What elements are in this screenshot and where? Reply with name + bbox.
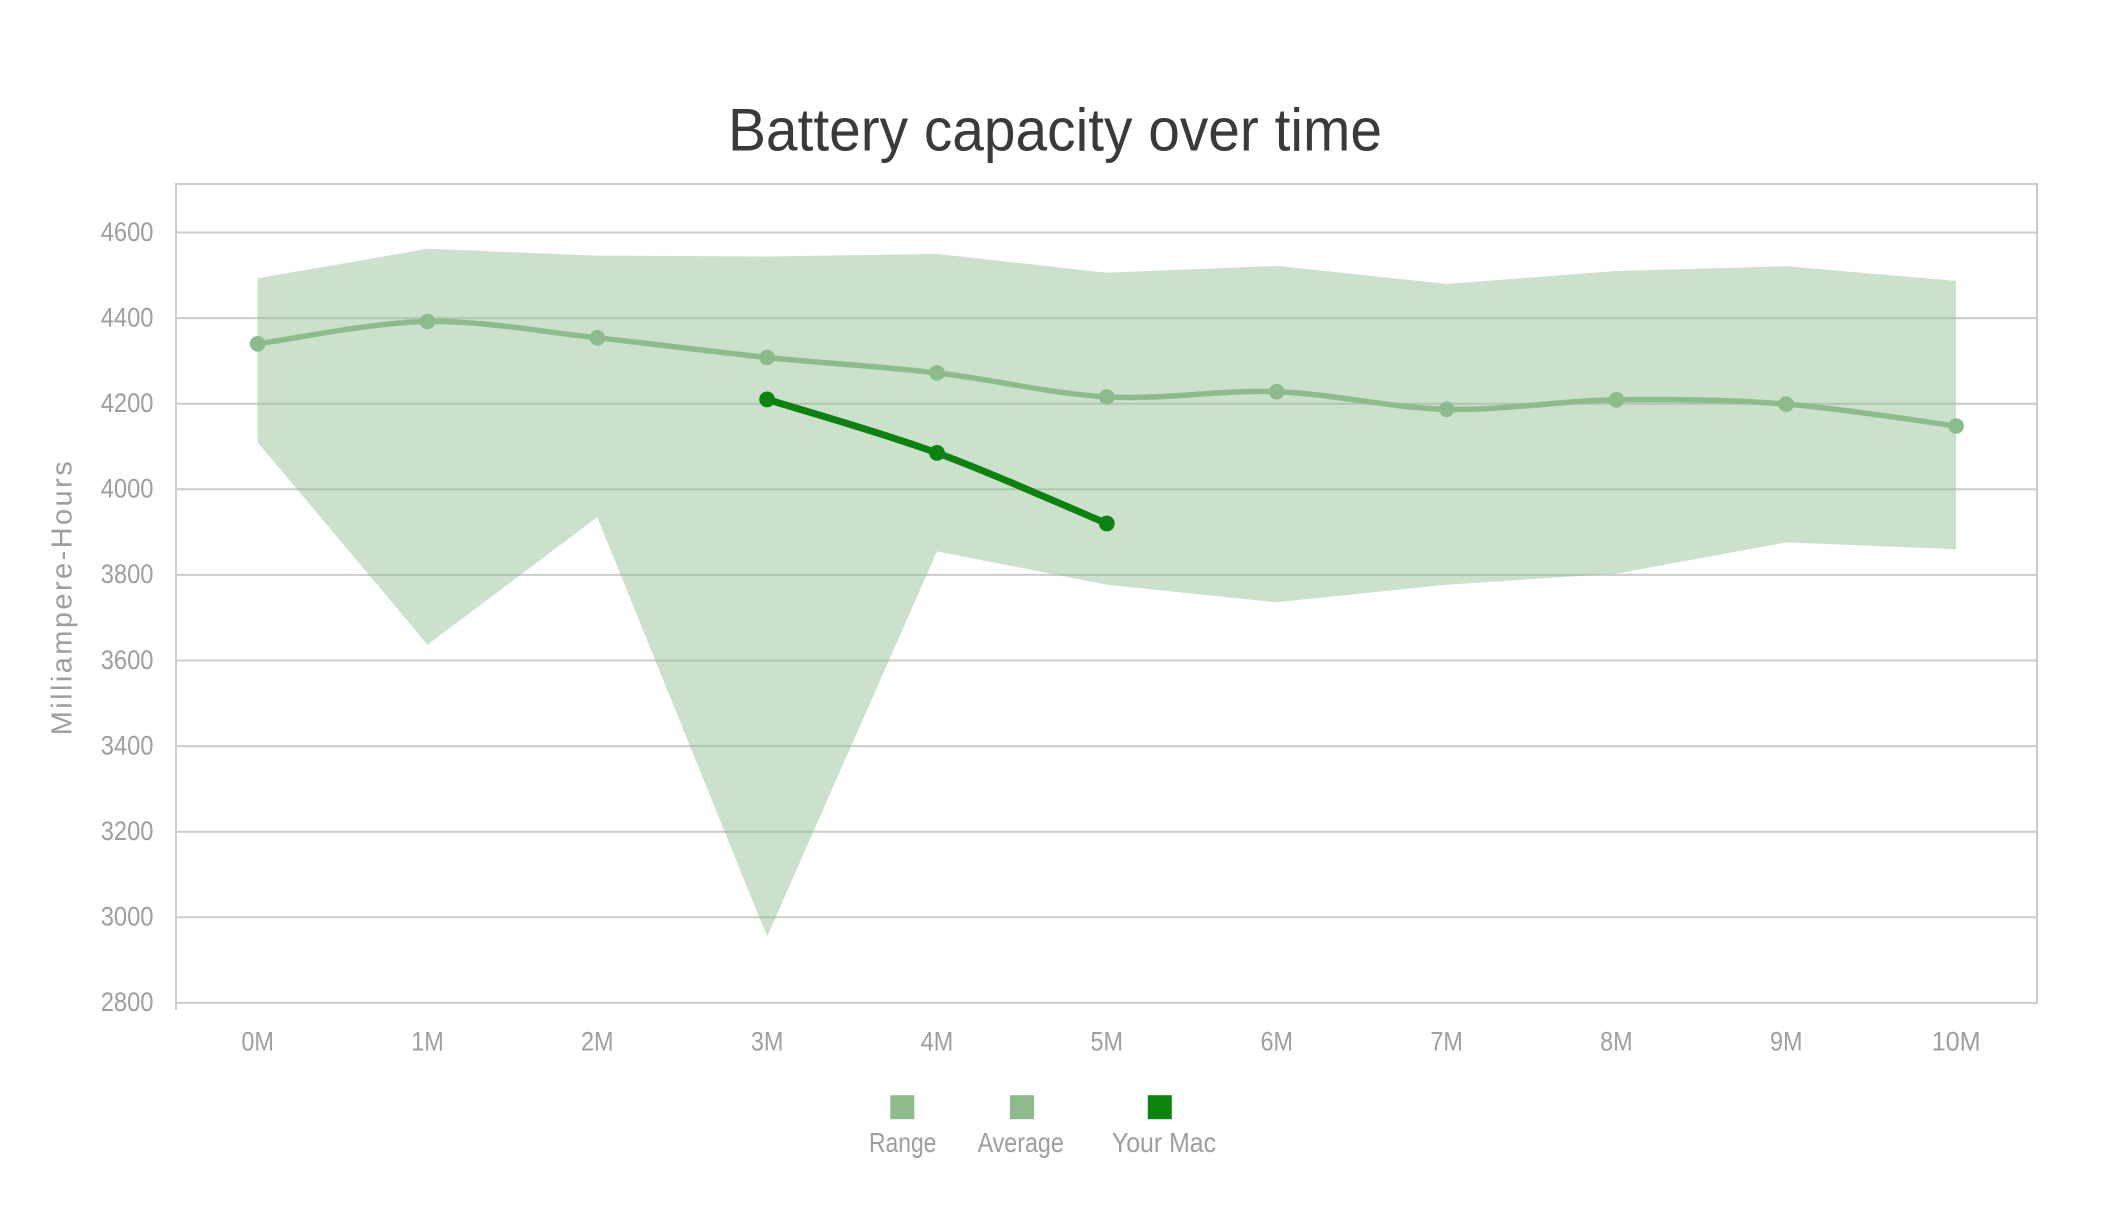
svg-text:1M: 1M [411, 1027, 444, 1057]
svg-text:Average: Average [978, 1127, 1064, 1158]
svg-text:4000: 4000 [101, 474, 154, 504]
svg-text:7M: 7M [1430, 1027, 1463, 1057]
svg-text:2800: 2800 [101, 987, 154, 1017]
svg-text:Range: Range [869, 1127, 936, 1158]
svg-text:2M: 2M [581, 1027, 614, 1057]
svg-text:10M: 10M [1932, 1027, 1981, 1057]
svg-text:8M: 8M [1600, 1027, 1633, 1057]
svg-text:3800: 3800 [101, 559, 154, 589]
svg-text:3600: 3600 [101, 645, 154, 675]
svg-text:0M: 0M [241, 1027, 274, 1057]
svg-text:4600: 4600 [101, 217, 154, 247]
svg-text:4200: 4200 [101, 388, 154, 418]
svg-text:4400: 4400 [101, 302, 154, 332]
svg-text:3000: 3000 [101, 902, 154, 932]
svg-text:3400: 3400 [101, 730, 154, 760]
svg-text:4M: 4M [921, 1027, 954, 1057]
svg-text:Milliampere-Hours: Milliampere-Hours [47, 461, 79, 735]
svg-text:3200: 3200 [101, 816, 154, 846]
svg-text:3M: 3M [751, 1027, 784, 1057]
svg-text:9M: 9M [1770, 1027, 1803, 1057]
svg-text:6M: 6M [1260, 1027, 1293, 1057]
svg-text:5M: 5M [1091, 1027, 1124, 1057]
svg-text:Your Mac: Your Mac [1112, 1127, 1216, 1158]
svg-text:Battery capacity over time: Battery capacity over time [728, 97, 1382, 164]
